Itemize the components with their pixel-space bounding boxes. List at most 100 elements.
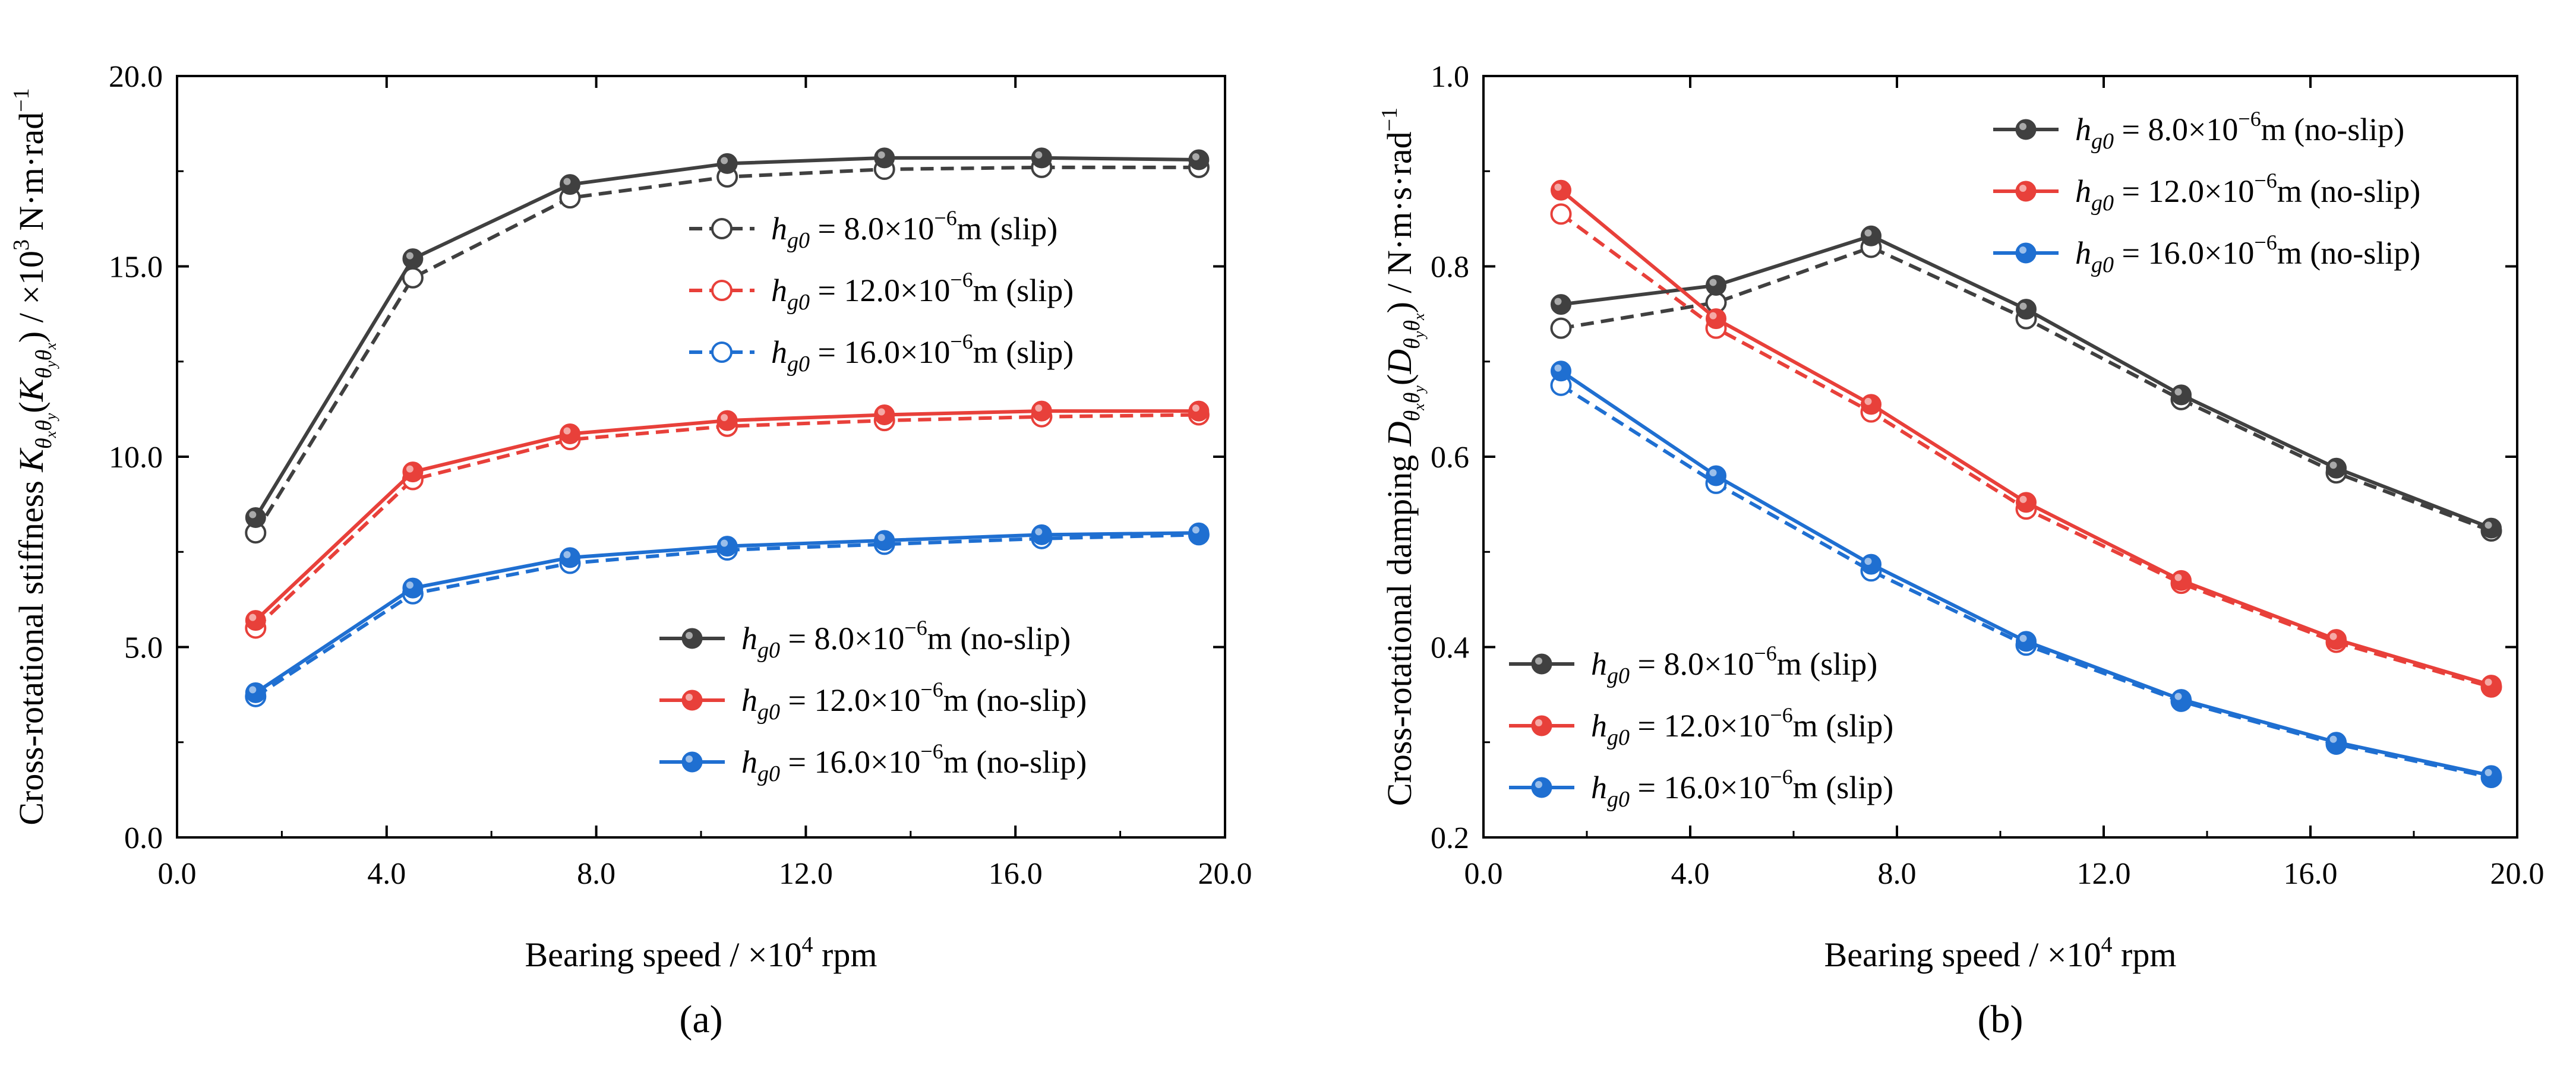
series-no-slip-0 <box>245 147 1210 529</box>
data-point-highlight <box>406 581 413 589</box>
legend-swatch-marker <box>2015 242 2037 264</box>
x-axis-label: Bearing speed / ×104 rpm <box>1824 932 2177 974</box>
data-point-highlight <box>1709 279 1717 286</box>
data-point <box>402 577 424 599</box>
data-point <box>1031 400 1052 422</box>
data-point-highlight <box>406 252 413 260</box>
data-point-highlight <box>877 534 885 542</box>
legend-swatch-marker <box>2015 119 2037 140</box>
data-point-highlight <box>1864 229 1872 237</box>
x-tick-label: 4.0 <box>1671 857 1710 891</box>
x-tick-label: 4.0 <box>367 857 406 891</box>
data-point <box>1031 147 1052 169</box>
legend-swatch-highlight <box>686 632 693 639</box>
legend-lower-left: hg0 = 8.0×10−6m (slip) hg0 = 12.0×10−6m (… <box>1509 641 1893 812</box>
data-point <box>560 174 580 195</box>
x-tick-label: 16.0 <box>2284 857 2338 891</box>
x-tick-label: 16.0 <box>989 857 1043 891</box>
legend-swatch-marker <box>2015 181 2037 202</box>
data-point <box>2016 299 2037 320</box>
x-tick-label: 12.0 <box>779 857 833 891</box>
series-no-slip-1 <box>1551 179 2502 696</box>
data-point <box>1706 465 1726 486</box>
data-point-highlight <box>249 614 257 621</box>
data-point-highlight <box>1035 528 1043 536</box>
series-no-slip-1 <box>245 400 1210 631</box>
data-point <box>1551 294 1571 315</box>
data-point-highlight <box>2019 495 2027 503</box>
data-point-highlight <box>249 511 257 518</box>
data-point <box>2326 732 2347 753</box>
series-line <box>254 413 1199 630</box>
data-point <box>716 153 738 174</box>
x-tick-label: 0.0 <box>1464 857 1503 891</box>
data-point-highlight <box>1192 404 1199 412</box>
data-point <box>2326 457 2347 479</box>
data-point-highlight <box>721 539 728 547</box>
legend-label: hg0 = 12.0×10−6m (no-slip) <box>741 678 1087 725</box>
legend-swatch-marker <box>681 751 703 773</box>
x-tick-label: 8.0 <box>1878 857 1917 891</box>
legend-label: hg0 = 12.0×10−6m (slip) <box>771 268 1074 315</box>
data-point-highlight <box>563 551 571 558</box>
data-point <box>2171 384 2192 406</box>
data-point-highlight <box>1864 397 1872 405</box>
data-point <box>716 410 738 431</box>
data-point <box>2481 517 2502 539</box>
data-point <box>874 147 895 169</box>
x-tick-label: 20.0 <box>1198 857 1252 891</box>
x-tick-label: 12.0 <box>2077 857 2131 891</box>
legend-swatch-marker <box>711 218 733 239</box>
legend-label: hg0 = 8.0×10−6m (slip) <box>1591 641 1877 688</box>
legend-swatch-marker <box>681 690 703 711</box>
legend-label: hg0 = 16.0×10−6m (no-slip) <box>2075 230 2420 277</box>
legend-swatch-highlight <box>686 755 693 763</box>
x-tick-label: 8.0 <box>577 857 615 891</box>
data-point <box>245 507 266 529</box>
legend-label: hg0 = 8.0×10−6m (no-slip) <box>2075 107 2404 154</box>
data-point <box>245 682 266 703</box>
data-point-highlight <box>406 465 413 473</box>
y-tick-label: 0.6 <box>1431 441 1469 475</box>
legend-label: hg0 = 16.0×10−6m (slip) <box>1591 765 1893 812</box>
y-tick-label: 0.0 <box>124 821 163 855</box>
data-point <box>1706 275 1726 296</box>
y-tick-label: 15.0 <box>109 251 163 284</box>
legend-swatch-highlight <box>2019 246 2026 254</box>
data-point-highlight <box>249 686 257 694</box>
series-slip-4 <box>1550 203 2502 698</box>
data-point <box>716 536 738 557</box>
legend-swatch-marker <box>1531 715 1552 736</box>
legend-swatch-highlight <box>1535 719 1542 726</box>
data-point <box>1861 394 1882 415</box>
y-tick-label: 0.4 <box>1431 631 1469 665</box>
data-point <box>402 461 424 483</box>
legend-swatch-marker <box>1531 777 1552 798</box>
legend-label: hg0 = 12.0×10−6m (slip) <box>1591 703 1893 750</box>
data-point <box>1188 522 1210 543</box>
y-tick-label: 10.0 <box>109 441 163 475</box>
legend-swatch-marker <box>711 280 733 301</box>
data-point <box>2171 689 2192 710</box>
legend-swatch-highlight <box>2019 123 2026 130</box>
data-point-highlight <box>2485 769 2492 776</box>
data-point <box>245 610 266 631</box>
data-point <box>1706 308 1726 330</box>
data-point <box>1551 361 1571 382</box>
chart-panel-a: 0.0 4.0 8.0 12.0 16.0 20.0 0.0 5.0 10.0 15.0 20.0 B… <box>9 60 1252 1041</box>
legend-swatch-marker <box>681 628 703 649</box>
legend-label: hg0 = 8.0×10−6m (slip) <box>771 206 1057 253</box>
data-point-highlight <box>721 414 728 422</box>
data-point-highlight <box>2329 633 2337 640</box>
data-point <box>2326 629 2347 650</box>
data-point-highlight <box>563 178 571 185</box>
data-point-highlight <box>2174 574 2182 581</box>
legend-swatch-marker <box>711 341 733 363</box>
series-no-slip-0 <box>1551 225 2502 539</box>
data-point-highlight <box>2174 388 2182 396</box>
x-tick-label: 0.0 <box>158 857 197 891</box>
data-point <box>560 423 580 445</box>
data-point <box>1550 317 1572 339</box>
data-point-highlight <box>1709 312 1717 320</box>
